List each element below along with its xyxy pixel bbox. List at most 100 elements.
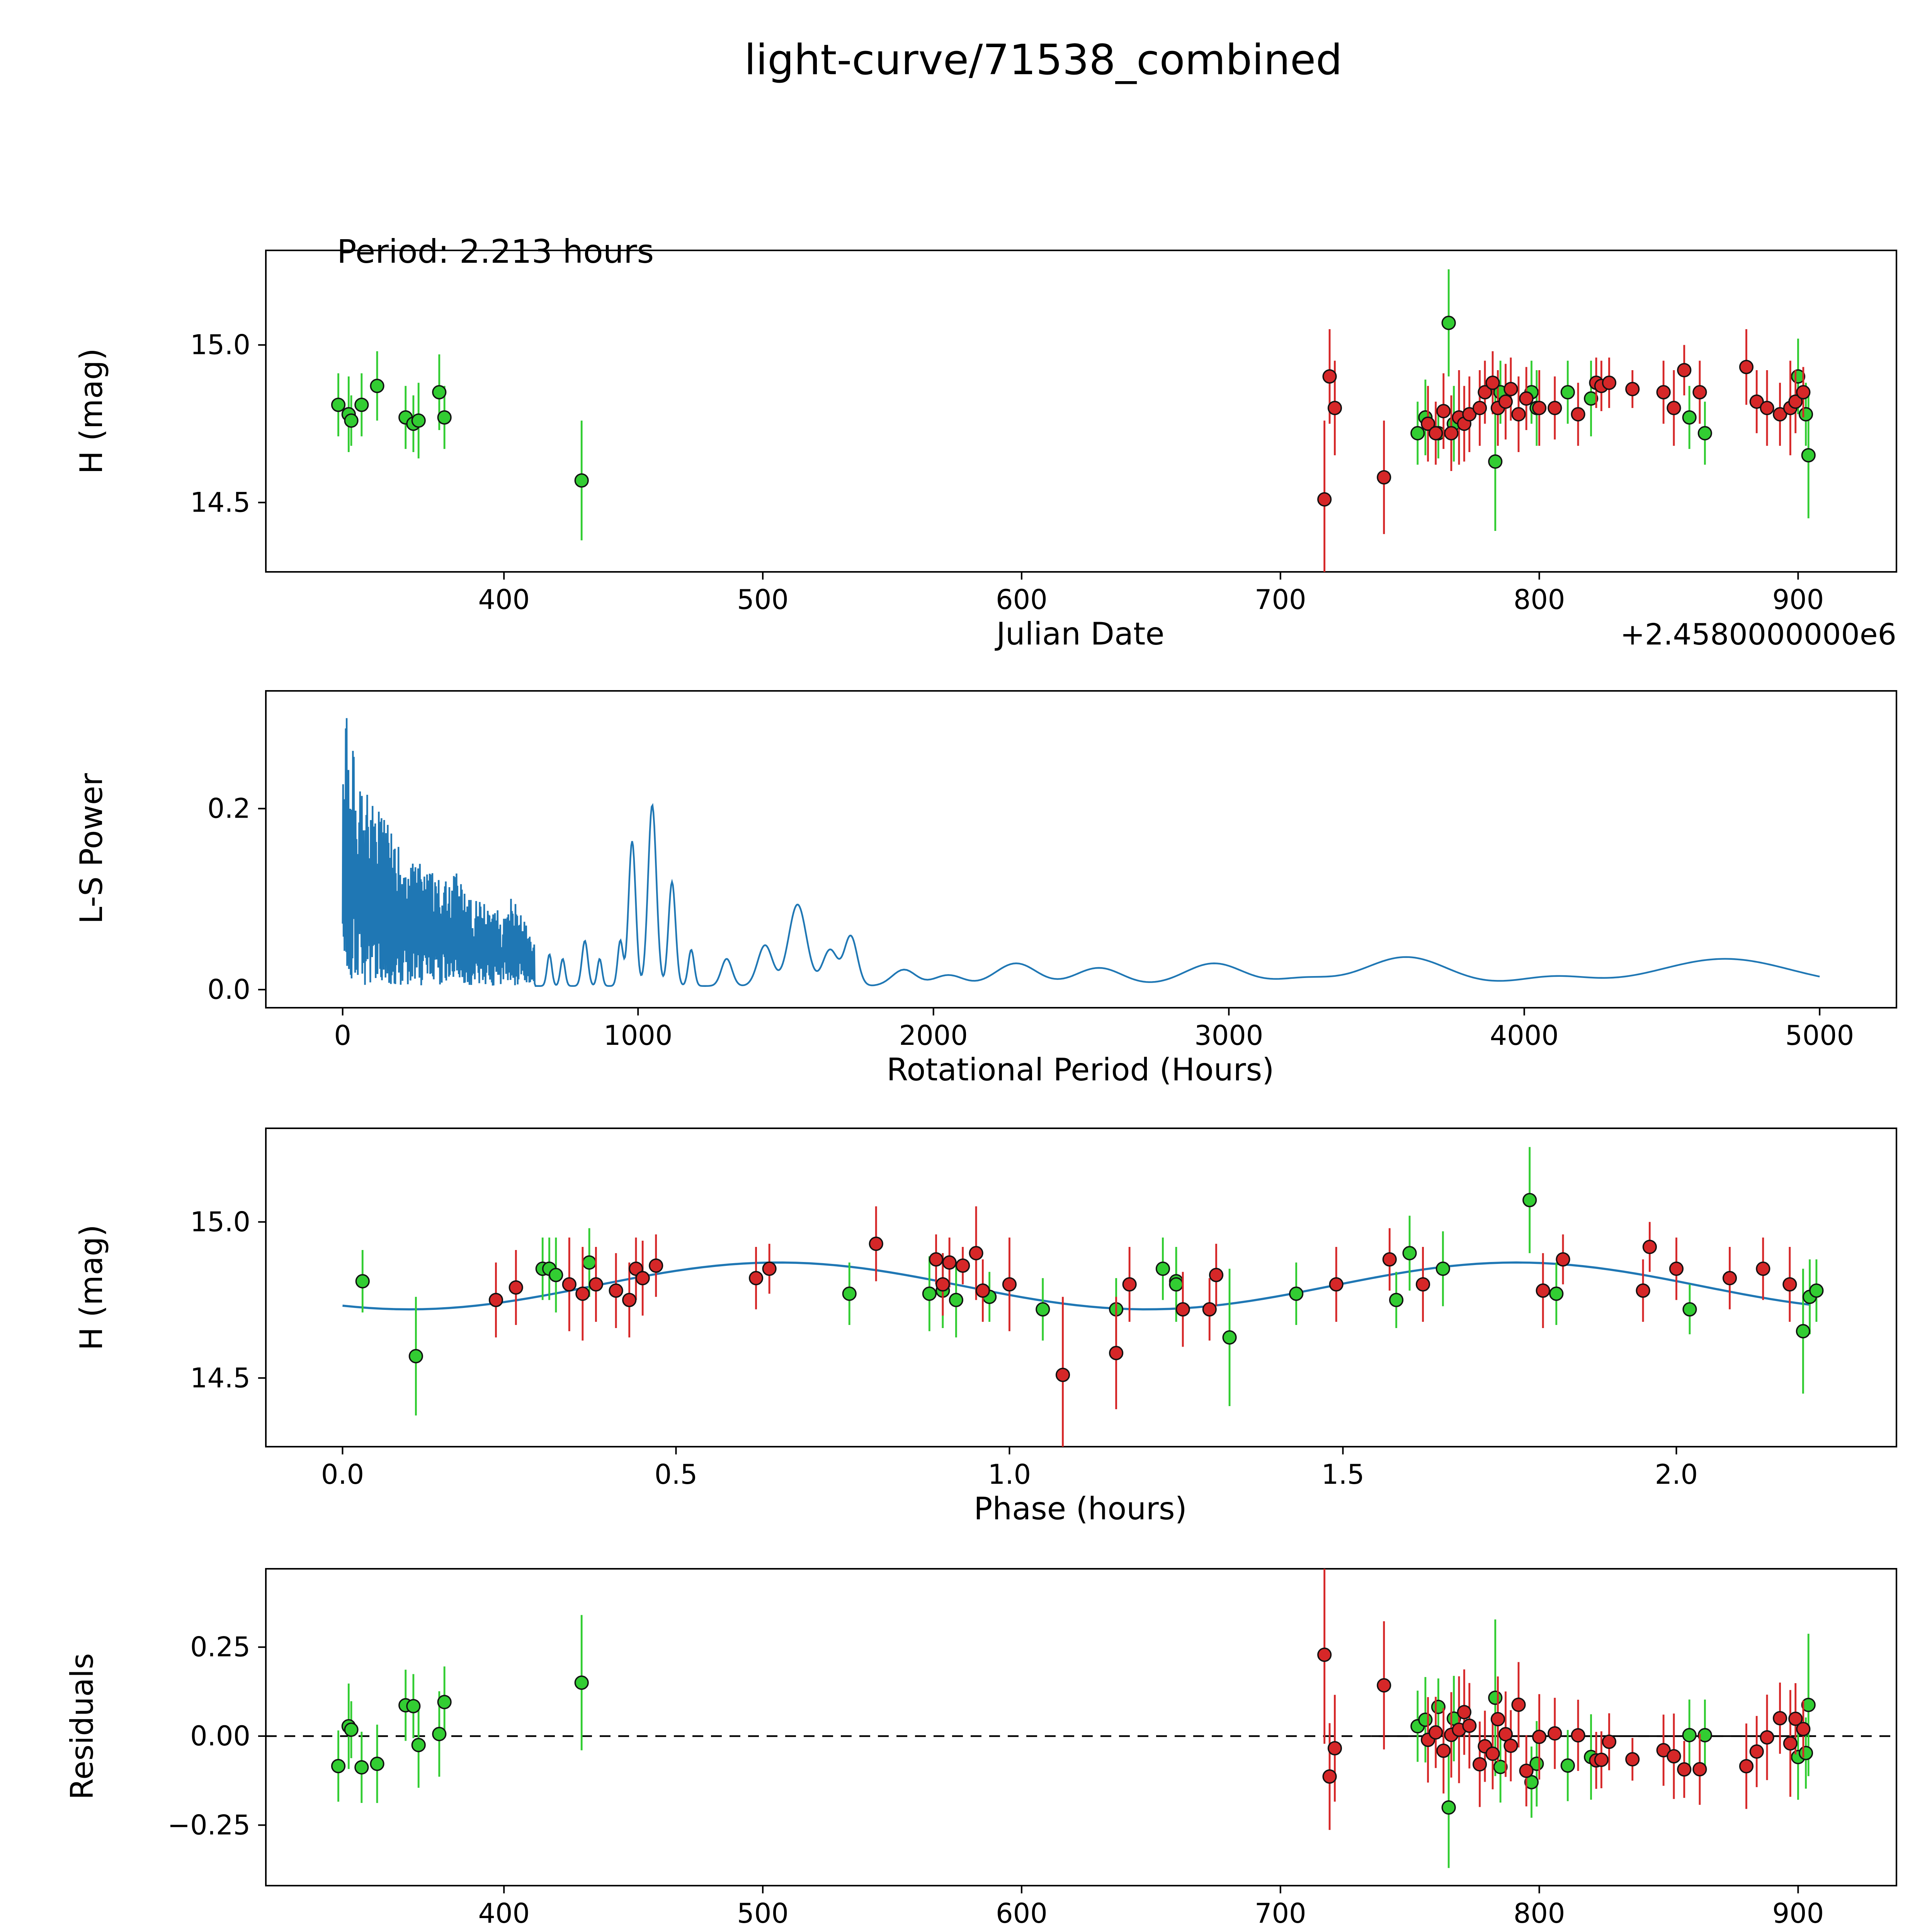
data-point [1536, 1283, 1550, 1298]
data-point [1677, 363, 1692, 378]
axes-frame [265, 690, 1897, 1009]
data-point [1382, 1252, 1397, 1267]
x-tick-label: 600 [996, 584, 1048, 616]
data-point [1642, 1240, 1657, 1254]
axes-frame [265, 1568, 1897, 1886]
data-point [1410, 426, 1425, 440]
panel2-xlabel: Rotational Period (Hours) [887, 1052, 1274, 1088]
data-point [935, 1277, 950, 1292]
data-point [1796, 1324, 1810, 1338]
data-point [574, 473, 589, 488]
data-point [1739, 1759, 1754, 1774]
data-point [1503, 382, 1518, 396]
x-tick-label: 700 [1255, 1898, 1306, 1929]
data-point [1656, 385, 1671, 400]
data-point [1322, 369, 1337, 384]
data-point [1801, 448, 1816, 463]
data-point [942, 1255, 957, 1270]
panel-periodogram: 0 1000 2000 3000 4000 5000 0.0 0.2 [207, 690, 1897, 1051]
data-point [1560, 1758, 1575, 1773]
data-point [1429, 1725, 1443, 1740]
data-point [1636, 1283, 1650, 1298]
data-point [354, 398, 369, 412]
data-point [1472, 1757, 1487, 1772]
data-point [562, 1277, 577, 1292]
data-point [411, 413, 426, 428]
x-tick-label: 0 [334, 1020, 351, 1051]
data-point [1503, 1738, 1518, 1753]
data-point [1169, 1277, 1184, 1292]
data-point [1462, 1718, 1477, 1733]
y-tick-label: 0.0 [207, 974, 250, 1005]
y-tick-label: 0.25 [190, 1631, 250, 1663]
y-tick-label: 0.00 [190, 1720, 250, 1752]
data-point [956, 1258, 970, 1273]
data-point [1571, 407, 1585, 422]
x-tick-label: 0.0 [321, 1459, 364, 1490]
data-point [1549, 1286, 1564, 1301]
plot-area [331, 269, 1816, 572]
x-tick-label: 1000 [604, 1020, 672, 1051]
data-point [1798, 1746, 1813, 1760]
data-point [1317, 1647, 1332, 1662]
data-point [370, 1757, 384, 1771]
data-point [1548, 401, 1562, 415]
data-point [1222, 1330, 1237, 1345]
data-point [1209, 1268, 1224, 1282]
panel1-ylabel: H (mag) [73, 348, 109, 474]
data-point [1436, 404, 1451, 418]
axes-frame [265, 250, 1897, 573]
data-point [1809, 1283, 1824, 1298]
panel4-x-offset: +2.4580000000e6 [1620, 1931, 1896, 1932]
data-point [1322, 1769, 1337, 1784]
y-tick-label: 14.5 [190, 487, 250, 519]
x-tick-label: 4000 [1490, 1020, 1559, 1051]
panel1-xlabel: Julian Date [994, 616, 1164, 652]
data-point [762, 1261, 777, 1276]
y-tick-label: 15.0 [190, 329, 250, 361]
data-point [1682, 1728, 1697, 1743]
data-point [1289, 1286, 1304, 1301]
data-point [1667, 1749, 1681, 1764]
data-point [1788, 394, 1803, 409]
data-point [1418, 1713, 1433, 1727]
data-point [432, 385, 447, 400]
data-point [869, 1236, 883, 1251]
data-point [1625, 382, 1640, 396]
panel3-xlabel: Phase (hours) [974, 1491, 1187, 1527]
data-point [509, 1280, 523, 1295]
data-point [1532, 1730, 1547, 1744]
period-annotation: Period: 2.213 hours [337, 233, 654, 270]
data-point [406, 1699, 421, 1714]
data-point [1749, 394, 1764, 409]
data-point [370, 379, 384, 393]
data-point [1036, 1302, 1050, 1317]
data-point [1692, 385, 1707, 400]
data-point [1760, 1730, 1774, 1745]
x-tick-label: 5000 [1785, 1020, 1854, 1051]
panel-residuals: 400 500 600 700 800 900 −0.25 0.00 0.25 [167, 1568, 1897, 1929]
data-point [1327, 401, 1342, 415]
data-point [1798, 407, 1813, 422]
data-point [1402, 1246, 1417, 1260]
panel-jd-lightcurve: 400 500 600 700 800 900 14.5 15.0 [190, 250, 1897, 616]
x-tick-label: 600 [996, 1898, 1048, 1929]
panel3-ylabel: H (mag) [73, 1225, 109, 1350]
data-point [1155, 1261, 1170, 1276]
data-point [488, 1293, 503, 1307]
data-point [549, 1268, 563, 1282]
data-point [1548, 1726, 1562, 1741]
data-point [1377, 1678, 1391, 1693]
data-point [1532, 401, 1547, 415]
x-tick-label: 900 [1772, 584, 1824, 616]
data-point [842, 1286, 857, 1301]
data-point [1462, 407, 1477, 422]
data-point [1772, 407, 1787, 422]
x-tick-label: 900 [1772, 1898, 1824, 1929]
data-point [1583, 391, 1599, 406]
data-point [1722, 1271, 1737, 1286]
data-point [969, 1246, 983, 1260]
data-point [622, 1293, 637, 1307]
data-point [1109, 1346, 1124, 1361]
data-point [1692, 1762, 1707, 1777]
